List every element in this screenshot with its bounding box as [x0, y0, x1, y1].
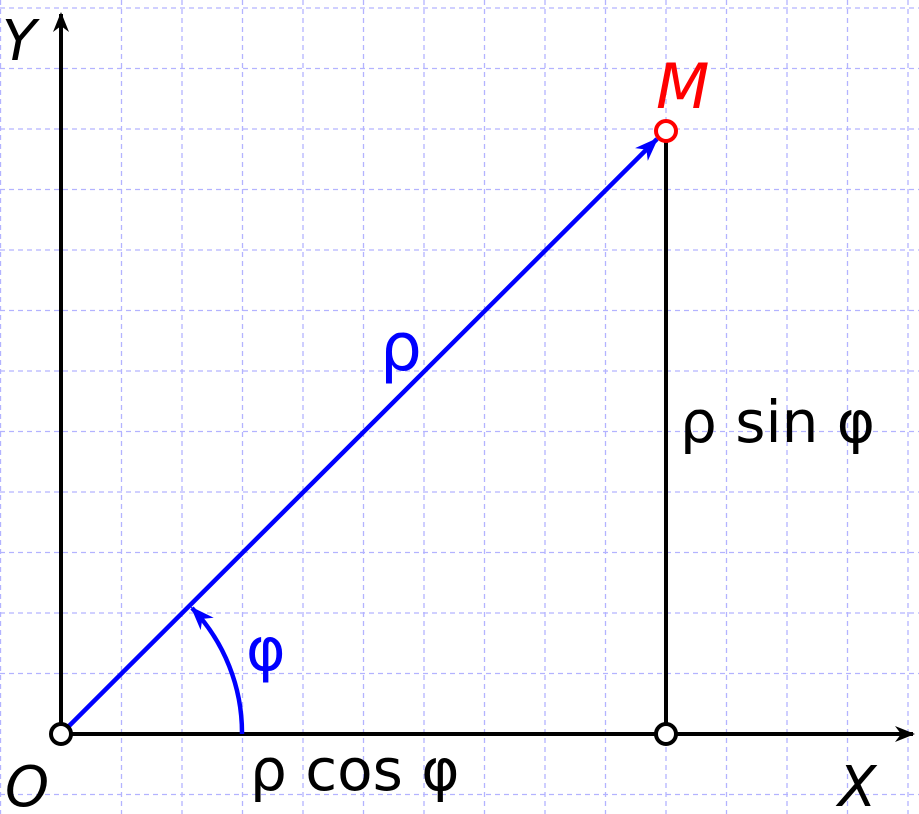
- vertical-leg-label: ρ sin φ: [680, 388, 875, 456]
- x-axis-label: X: [835, 755, 878, 814]
- point-m: [654, 119, 678, 143]
- angle-label: φ: [246, 615, 286, 685]
- radius-label: ρ: [380, 309, 422, 386]
- radius-vector: [59, 137, 659, 736]
- origin-point: [49, 722, 73, 746]
- projection-point: [654, 722, 678, 746]
- angle-arc: [190, 606, 245, 735]
- origin-label: O: [5, 755, 49, 814]
- horizontal-leg-label: ρ cos φ: [250, 736, 460, 804]
- y-axis-label: Y: [2, 9, 40, 74]
- point-m-label: M: [656, 50, 710, 123]
